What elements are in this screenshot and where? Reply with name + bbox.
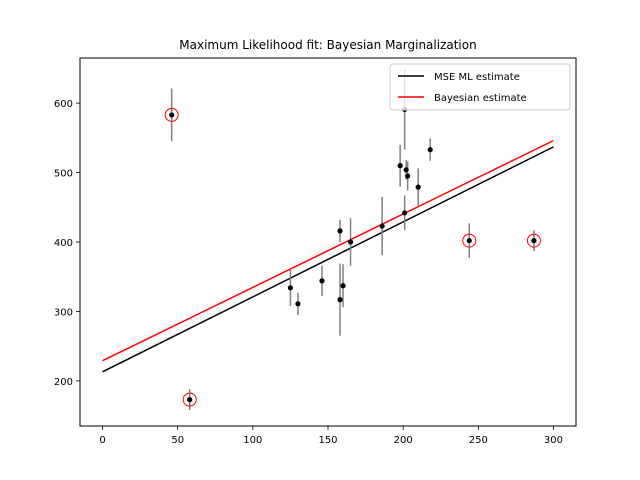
data-point (187, 397, 193, 403)
legend-label: Bayesian estimate (434, 93, 527, 104)
x-tick-label: 50 (171, 435, 184, 446)
x-tick-label: 300 (544, 435, 563, 446)
y-tick-label: 300 (54, 307, 73, 318)
outlier-marker (164, 107, 179, 122)
x-tick-label: 0 (99, 435, 105, 446)
data-point (337, 297, 343, 303)
data-point (403, 167, 409, 173)
legend-box (389, 63, 571, 111)
data-point (466, 238, 472, 244)
data-point (379, 223, 385, 229)
y-tick-label: 500 (54, 169, 73, 180)
outlier-marker (462, 233, 477, 248)
y-tick-label: 200 (54, 377, 73, 388)
x-tick-label: 150 (318, 435, 337, 446)
data-point (169, 112, 175, 118)
data-point (397, 163, 403, 169)
outlier-marker (526, 233, 541, 248)
bayesian-fit-line (102, 139, 554, 362)
data-point (295, 301, 301, 307)
plot-area: 0 50 100 150 200 250 300 200 300 400 500 600 (54, 69, 563, 446)
data-point (427, 147, 433, 153)
outlier-marker (182, 392, 197, 407)
data-point (340, 283, 346, 289)
data-point (287, 285, 294, 291)
y-tick-label: 400 (54, 238, 73, 249)
data-point (337, 228, 343, 234)
data-point (415, 184, 421, 190)
data-point (319, 278, 325, 284)
y-tick-label: 600 (54, 99, 73, 110)
x-tick-label: 100 (243, 435, 262, 446)
chart-title: Maximum Likelihood fit: Bayesian Margina… (179, 38, 476, 52)
legend: MSE ML estimate Bayesian estimate (389, 63, 571, 111)
x-tick-label: 200 (394, 435, 413, 446)
data-point (347, 239, 354, 245)
mse-fit-line (102, 146, 554, 373)
data-point (531, 238, 537, 244)
data-point (405, 173, 411, 179)
legend-label: MSE ML estimate (434, 72, 520, 83)
axes-frame (79, 57, 577, 427)
data-point (402, 210, 408, 216)
x-tick-label: 250 (469, 435, 488, 446)
